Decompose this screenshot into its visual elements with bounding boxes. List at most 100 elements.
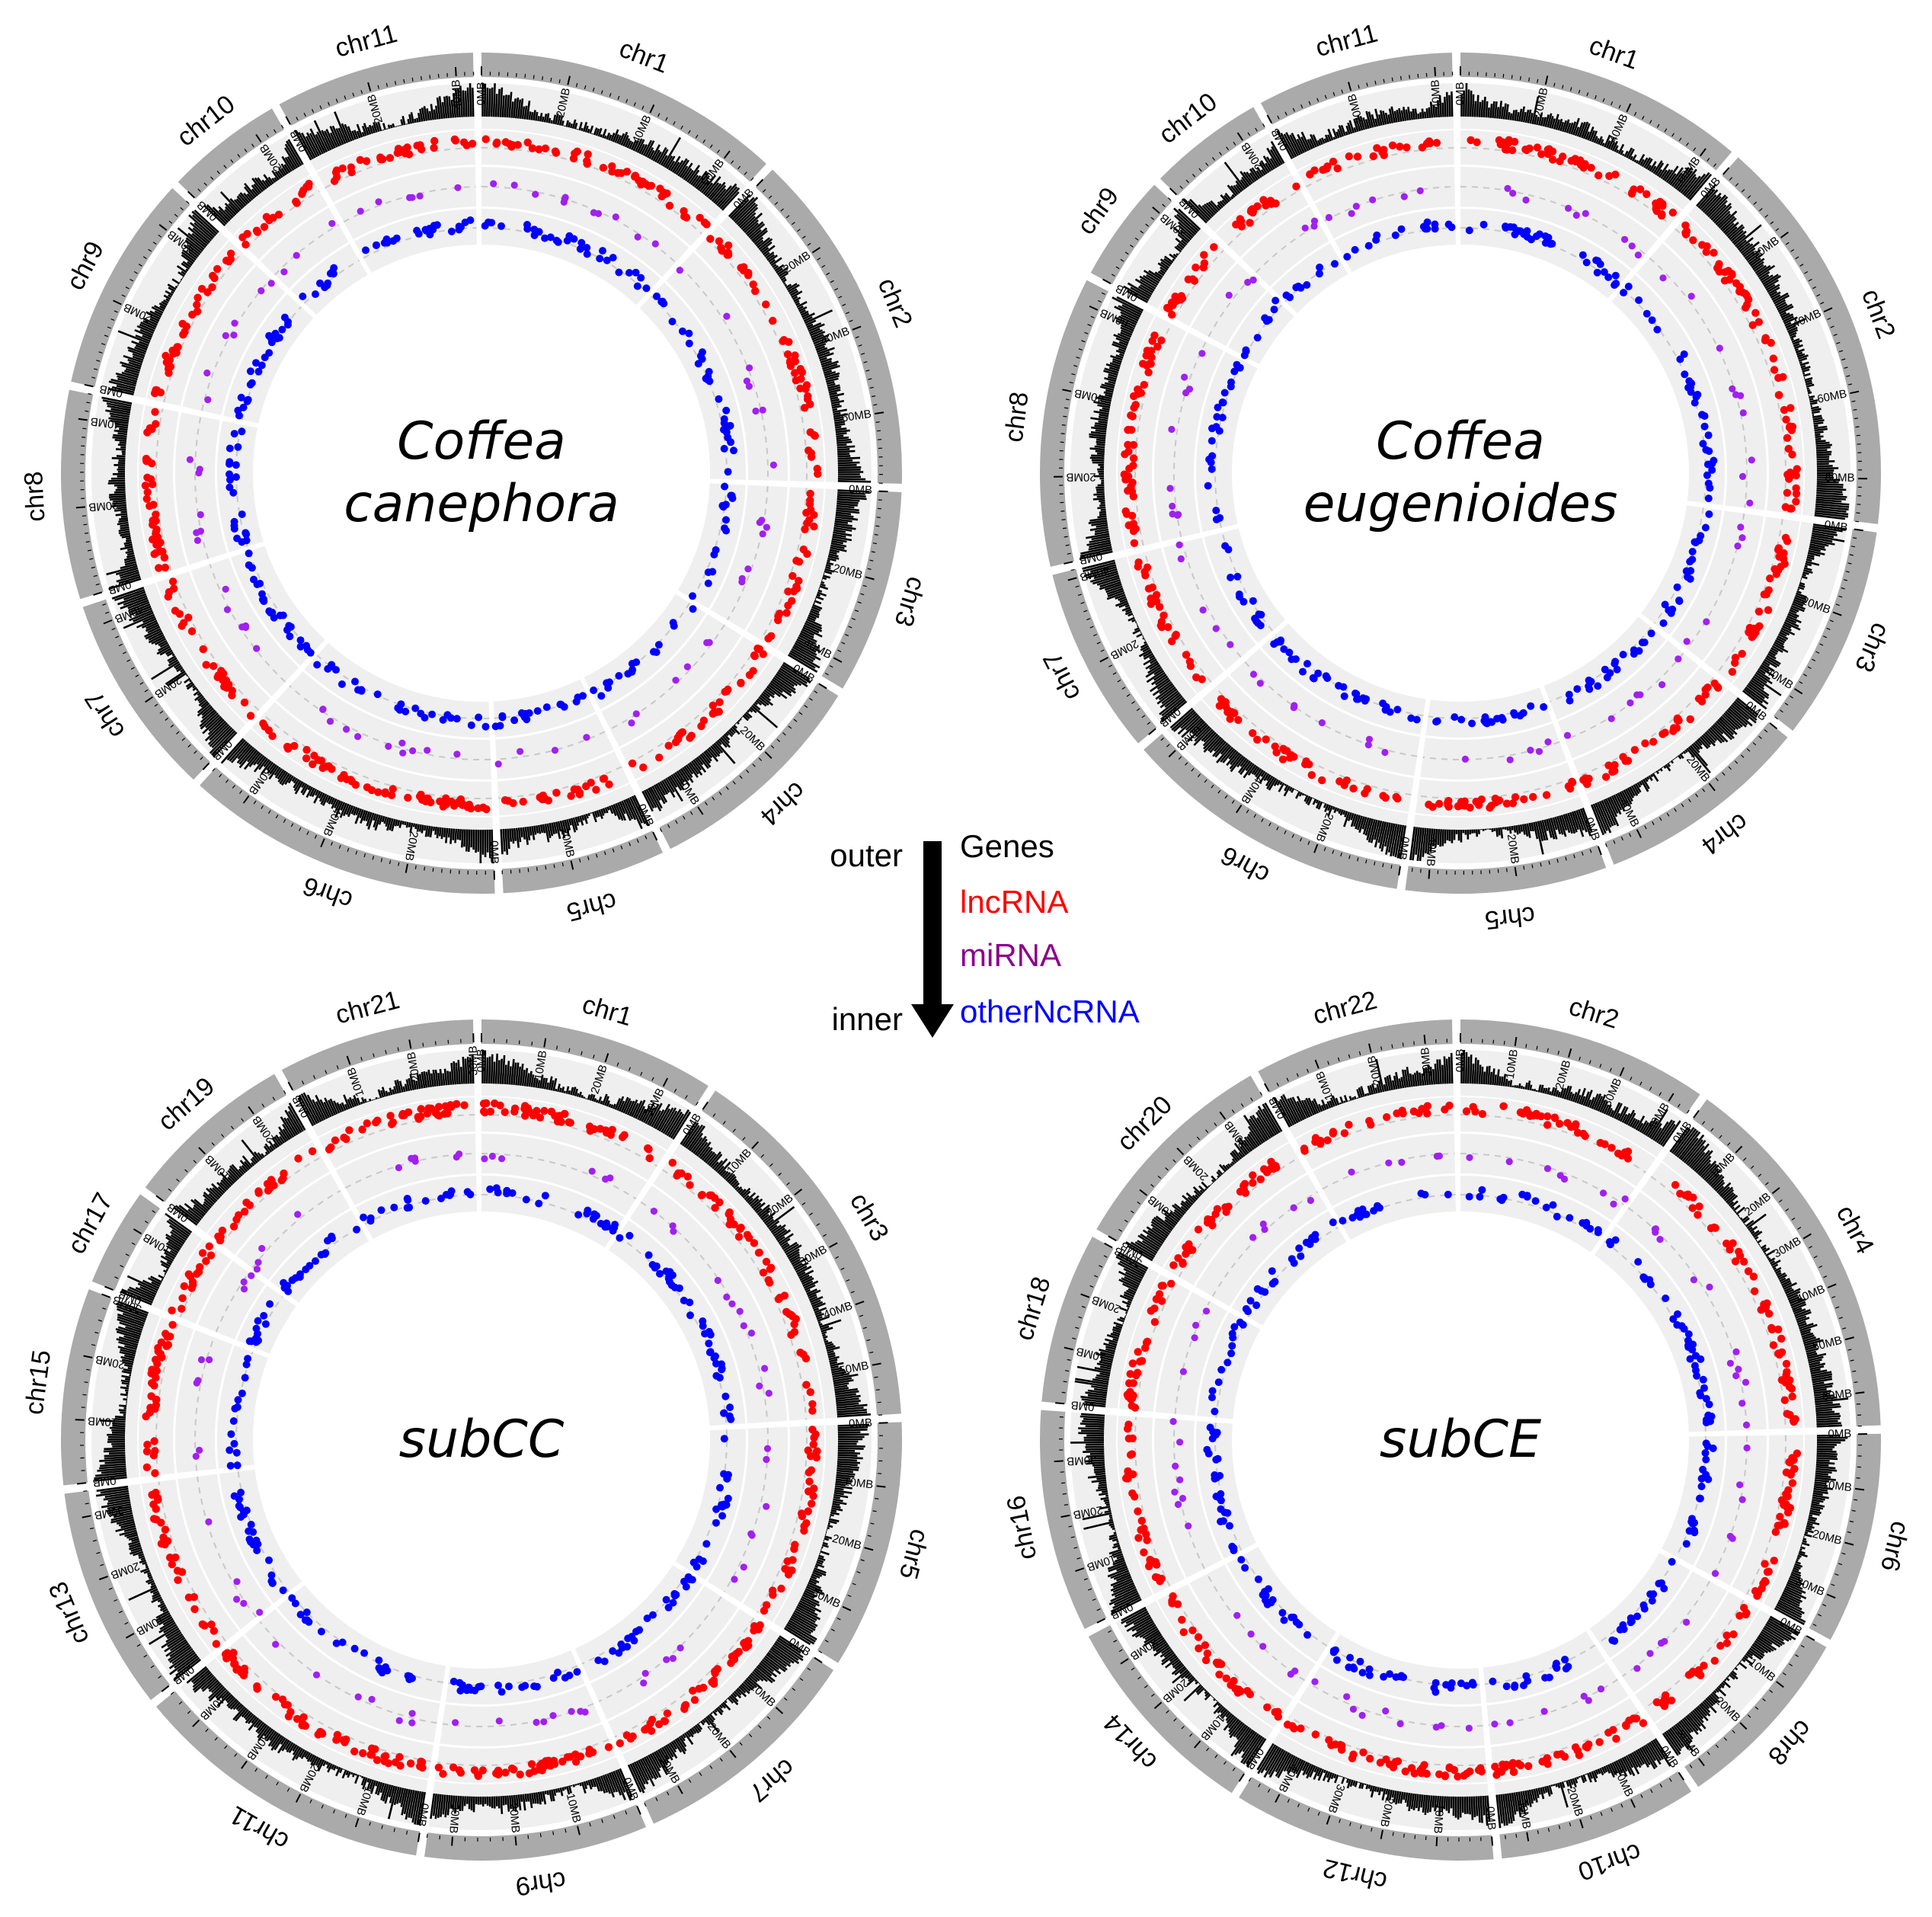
tick-mark <box>1232 1767 1236 1771</box>
tick-mark <box>862 1327 867 1330</box>
feature-point <box>1743 1444 1751 1451</box>
ideogram-chr1 <box>481 1019 709 1107</box>
feature-point <box>635 1626 644 1634</box>
tick-mark <box>1845 571 1850 573</box>
tick-mark <box>1191 767 1195 772</box>
mirna-track-bg <box>276 670 491 780</box>
track-midline <box>259 1621 437 1724</box>
feature-point <box>1774 1325 1783 1334</box>
feature-point <box>152 510 160 519</box>
legend-item-otherncrna: otherNcRNA <box>960 994 1140 1029</box>
feature-point <box>1300 1147 1309 1155</box>
tick-mark <box>1734 760 1738 764</box>
feature-point <box>294 1211 302 1218</box>
other-ncrna-track-bg <box>354 209 477 273</box>
feature-point <box>1540 702 1548 711</box>
tick-mark <box>841 642 846 645</box>
tick-mark <box>613 1815 616 1819</box>
tick-mark <box>1515 1833 1518 1838</box>
feature-point <box>434 1763 443 1771</box>
feature-point <box>1527 747 1534 754</box>
feature-point <box>254 367 263 376</box>
feature-point <box>328 661 336 669</box>
tick-mark <box>1120 1658 1129 1665</box>
feature-point <box>1722 1631 1731 1640</box>
feature-point <box>508 1189 517 1197</box>
feature-point <box>1310 166 1319 174</box>
other-ncrna-points <box>1565 629 1655 705</box>
lncrna-points <box>238 180 313 249</box>
feature-point <box>214 1232 222 1241</box>
feature-point <box>565 1671 574 1679</box>
feature-point <box>1640 1274 1649 1282</box>
tick-mark <box>335 98 338 103</box>
feature-point <box>362 157 371 165</box>
feature-point <box>1262 1168 1271 1176</box>
lncrna-points <box>151 249 235 398</box>
feature-point <box>521 1112 529 1120</box>
tick-mark <box>823 1234 827 1237</box>
feature-point <box>1349 1750 1358 1759</box>
tick-mark <box>744 171 747 175</box>
feature-point <box>241 1374 249 1382</box>
feature-point <box>1544 738 1552 746</box>
feature-point <box>1566 696 1574 705</box>
ideogram-chr12 <box>1239 1776 1494 1861</box>
tick-mark <box>1600 1812 1603 1816</box>
feature-point <box>803 549 811 558</box>
track-midline <box>1227 189 1301 246</box>
feature-point <box>522 1195 530 1204</box>
tick-mark <box>552 1831 555 1835</box>
ideogram-chr18 <box>1041 1237 1114 1404</box>
feature-point <box>544 796 552 805</box>
species-title: canephora <box>344 474 619 534</box>
tick-mark <box>860 1559 865 1562</box>
feature-point <box>811 1430 820 1439</box>
tick-mark <box>1231 1109 1235 1113</box>
feature-point <box>1639 1601 1648 1609</box>
feature-point <box>497 1688 506 1696</box>
feature-point <box>358 1125 366 1134</box>
feature-point <box>187 1284 196 1292</box>
tick-mark <box>629 1067 631 1071</box>
feature-point <box>596 1125 605 1133</box>
tick-mark <box>1618 104 1621 109</box>
feature-point <box>1750 1287 1759 1295</box>
feature-point <box>520 1105 529 1113</box>
feature-point <box>408 1719 416 1727</box>
tick-mark <box>174 213 178 217</box>
tick-mark <box>824 1640 829 1643</box>
tick-label: 10MB <box>532 1049 549 1080</box>
feature-point <box>541 144 550 152</box>
feature-point <box>151 1469 159 1477</box>
tick-mark <box>776 738 781 742</box>
tick-mark <box>159 710 164 714</box>
density-track-bg <box>1460 1050 1683 1157</box>
tick-mark <box>1062 1493 1067 1495</box>
feature-point <box>1121 450 1129 459</box>
tick-mark <box>877 1401 881 1403</box>
feature-point <box>1740 1604 1748 1612</box>
tick-mark <box>1165 1167 1169 1171</box>
feature-point <box>292 197 300 206</box>
feature-point <box>494 760 502 768</box>
feature-point <box>403 1195 411 1203</box>
feature-point <box>1716 1641 1725 1650</box>
tick-mark <box>1348 82 1352 91</box>
tick-mark <box>389 860 392 865</box>
tick-mark <box>1117 679 1121 683</box>
feature-point <box>210 1627 218 1635</box>
feature-point <box>202 661 210 669</box>
feature-point <box>523 138 532 147</box>
tick-mark <box>1065 544 1070 546</box>
tick-label: 20MB <box>1066 470 1096 483</box>
feature-point <box>1556 1172 1564 1179</box>
tick-mark <box>1597 846 1602 856</box>
feature-point <box>628 719 635 727</box>
feature-point <box>1212 507 1220 514</box>
tick-mark <box>1064 1504 1068 1506</box>
feature-point <box>1385 1760 1394 1768</box>
other-ncrna-track-bg <box>1460 1176 1611 1253</box>
feature-point <box>677 1644 684 1652</box>
